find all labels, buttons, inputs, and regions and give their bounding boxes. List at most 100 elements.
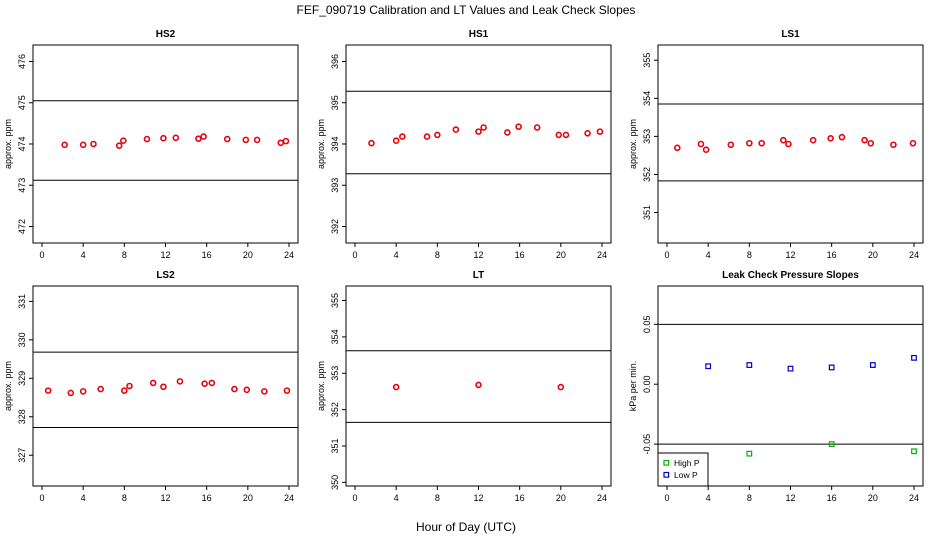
panel-ls1-point-0-3: [727, 141, 735, 149]
panel-hs2-xtick-label-24: 24: [284, 250, 294, 260]
panel-ls2-point-0-9: [201, 380, 208, 387]
panel-ls2-xtick-label-4: 4: [81, 493, 86, 503]
panel-ls1-xtick-label-24: 24: [909, 250, 919, 260]
panel-ls2-xtick-label-16: 16: [202, 493, 212, 503]
panel-leak-check-pressure-slopes-xtick-label-20: 20: [868, 493, 878, 503]
panel-lt-xtick-label-24: 24: [597, 493, 607, 503]
panels: HS2 approx. ppm 0 4 8 12 16 20 24 472 473 474 475 476…: [3, 29, 924, 503]
panel-ls1-ytick-label-4: 355: [642, 53, 652, 68]
panel-ls1-point-0-4: [746, 139, 753, 147]
panel-hs2-point-0-10: [223, 135, 231, 143]
panel-leak-check-pressure-slopes: Leak Check Pressure Slopes kPa per min. 0 4…: [628, 270, 924, 503]
panel-ls2-ylabel: approx. ppm: [3, 361, 13, 411]
panel-hs2-point-0-14: [282, 137, 290, 145]
panel-hs2-point-0-1: [79, 141, 87, 149]
panel-lt-title: LT: [473, 270, 484, 281]
panel-leak-check-pressure-slopes-xtick-label-16: 16: [827, 493, 837, 503]
panel-lt-ytick-label-0: 350: [330, 475, 340, 490]
panel-ls1-xtick-label-12: 12: [785, 250, 795, 260]
panel-hs2-ytick-label-1: 473: [17, 178, 27, 193]
panel-hs2-point-0-6: [160, 134, 167, 142]
panel-ls2-point-0-8: [176, 378, 184, 385]
panel-ls2-point-0-7: [160, 383, 167, 391]
panel-hs1-point-0-3: [423, 133, 431, 140]
panel-leak-check-pressure-slopes-ytick-label-1: 0.00: [642, 375, 652, 393]
panel-leak-check-pressure-slopes-xtick-label-24: 24: [909, 493, 919, 503]
panel-ls1-xtick-label-16: 16: [827, 250, 837, 260]
panel-leak-check-pressure-slopes-point-1-3: [828, 364, 835, 371]
panel-ls2-point-0-5: [126, 382, 133, 390]
panel-hs1-ytick-label-3: 395: [330, 95, 340, 110]
panel-ls1-xtick-label-20: 20: [868, 250, 878, 260]
panel-hs2-ytick-label-4: 476: [17, 54, 27, 69]
panel-leak-check-pressure-slopes-point-1-1: [746, 362, 753, 368]
panel-ls1-point-0-7: [785, 140, 792, 148]
panel-hs2-point-0-12: [253, 136, 261, 144]
panel-leak-check-pressure-slopes-xtick-label-8: 8: [747, 493, 752, 503]
panel-ls1-xtick-label-8: 8: [747, 250, 752, 260]
panel-hs2-point-0-7: [172, 134, 180, 142]
panel-ls1-point-0-6: [779, 136, 787, 144]
panel-hs1-xtick-label-4: 4: [394, 250, 399, 260]
panel-leak-check-pressure-slopes-xtick-label-0: 0: [664, 493, 669, 503]
panel-ls1-ylabel: approx. ppm: [628, 119, 638, 169]
panel-hs1-point-0-10: [533, 124, 541, 131]
panel-hs2-point-0-8: [195, 135, 202, 142]
panel-ls1-point-0-12: [867, 139, 875, 147]
panel-ls1-point-0-11: [861, 136, 868, 144]
panel-leak-check-pressure-slopes-point-1-2: [787, 365, 794, 372]
panel-ls2-point-0-0: [44, 387, 52, 394]
panel-hs1-frame: [345, 44, 612, 244]
panel-hs2-xtick-label-0: 0: [39, 250, 44, 260]
panel-hs1-series-0: [368, 123, 604, 147]
panel-hs2-ytick-label-3: 475: [17, 95, 27, 110]
panel-ls2-ytick-label-3: 330: [17, 332, 27, 347]
panel-hs1-xtick-label-16: 16: [515, 250, 525, 260]
panel-hs1-point-0-11: [555, 131, 563, 139]
panel-hs1-point-0-13: [584, 129, 591, 137]
panel-hs1-point-0-8: [504, 129, 511, 136]
panel-hs1-ytick-label-2: 394: [330, 136, 340, 151]
panel-leak-check-pressure-slopes-legend-marker-0: [663, 459, 670, 466]
panel-leak-check-pressure-slopes-legend-marker-1: [663, 471, 670, 478]
panel-hs1-xtick-label-8: 8: [435, 250, 440, 260]
panel-ls1-point-0-0: [673, 144, 681, 152]
panel-ls1: LS1 approx. ppm 0 4 8 12 16 20 24 351 352 353 354 355: [628, 29, 924, 260]
panel-ls1-ytick-label-0: 351: [642, 205, 652, 220]
panel-lt-xtick-label-20: 20: [556, 493, 566, 503]
panel-lt-xtick-label-0: 0: [352, 493, 357, 503]
panel-ls1-point-0-2: [702, 146, 710, 154]
panel-ls1-ytick-label-3: 354: [642, 91, 652, 106]
panel-ls1-point-0-8: [809, 136, 817, 144]
panel-hs1-point-0-9: [515, 123, 522, 130]
panel-ls2-series-0: [44, 378, 291, 397]
panel-hs1-point-0-6: [475, 128, 482, 135]
panel-leak-check-pressure-slopes-ytick-label-0: -0.05: [642, 434, 652, 455]
panel-hs2-frame: [32, 44, 299, 244]
panel-hs1-point-0-14: [596, 128, 604, 135]
panel-hs2-point-0-2: [90, 140, 97, 148]
panel-hs1-title: HS1: [469, 29, 489, 40]
panel-ls2-xtick-label-20: 20: [243, 493, 253, 503]
panel-hs2: HS2 approx. ppm 0 4 8 12 16 20 24 472 473 474 475 476: [3, 29, 299, 260]
panel-leak-check-pressure-slopes-series-0: [746, 441, 917, 457]
panel-lt-ytick-label-3: 353: [330, 366, 340, 381]
panel-lt-xtick-label-12: 12: [473, 493, 483, 503]
panel-lt-frame: [345, 285, 612, 487]
panel-ls2-title: LS2: [156, 270, 175, 281]
panel-hs1-point-0-7: [480, 124, 487, 131]
panel-ls1-point-0-10: [838, 133, 846, 141]
panel-leak-check-pressure-slopes-point-0-2: [911, 448, 917, 455]
panel-lt-ylabel: approx. ppm: [316, 361, 326, 411]
panel-leak-check-pressure-slopes-ylabel: kPa per min.: [628, 361, 638, 412]
panel-lt-xtick-label-8: 8: [435, 493, 440, 503]
panel-hs2-xtick-label-16: 16: [202, 250, 212, 260]
panel-ls1-point-0-9: [827, 134, 834, 142]
panel-leak-check-pressure-slopes-point-1-0: [705, 363, 712, 370]
panel-hs1-xtick-label-24: 24: [597, 250, 607, 260]
panel-leak-check-pressure-slopes-legend-label-1: Low P: [674, 470, 698, 480]
panel-lt-point-0-0: [392, 383, 400, 391]
panel-ls2: LS2 approx. ppm 0 4 8 12 16 20 24 327 328 329 330 331: [3, 270, 299, 503]
panel-hs2-ylabel: approx. ppm: [3, 119, 13, 169]
panel-leak-check-pressure-slopes-legend-label-0: High P: [674, 458, 700, 468]
